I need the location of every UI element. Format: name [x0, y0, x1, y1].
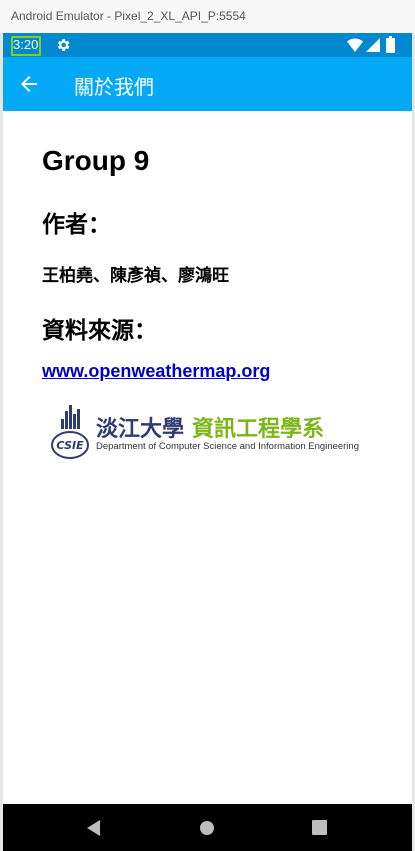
debug-overlay-badge — [11, 36, 41, 56]
source-label: 資料來源： — [42, 318, 157, 344]
nav-recents-icon[interactable] — [312, 820, 327, 835]
logo-english-name: Department of Computer Science and Infor… — [96, 441, 359, 452]
authors-names: 王柏堯、陳彥禎、廖鴻旺 — [42, 266, 229, 286]
arrow-left-icon[interactable] — [17, 72, 41, 96]
logo-mark-text: CSIE — [56, 439, 84, 452]
phone-screen: 3:20 關於我們 Group 9 作者： 王柏堯、陳彥禎、廖鴻旺 資料來源： … — [3, 33, 412, 851]
wifi-icon — [347, 38, 363, 52]
logo-university-name: 淡江大學 — [96, 417, 185, 442]
authors-label: 作者： — [42, 212, 111, 238]
status-bar: 3:20 — [3, 33, 412, 57]
nav-home-icon[interactable] — [199, 820, 215, 836]
nav-back-icon[interactable] — [85, 819, 103, 837]
status-time: 3:20 — [13, 37, 39, 52]
signal-icon — [366, 38, 380, 52]
logo-chinese-name: 淡江大學 資訊工程學系 — [96, 411, 324, 443]
source-link[interactable]: www.openweathermap.org — [42, 361, 271, 381]
department-logo: CSIE 淡江大學 資訊工程學系 Department of Computer S… — [48, 405, 378, 465]
battery-icon — [386, 36, 395, 53]
page-title: 關於我們 — [74, 75, 154, 99]
emulator-frame-left — [0, 33, 3, 851]
app-bar: 關於我們 — [3, 57, 412, 111]
emulator-window-title: Android Emulator - Pixel_2_XL_API_P:5554 — [0, 0, 415, 33]
gear-icon — [57, 39, 70, 51]
group-heading: Group 9 — [42, 145, 150, 176]
system-nav-bar — [3, 804, 412, 851]
emulator-frame-right — [412, 33, 415, 851]
logo-department-name: 資訊工程學系 — [192, 417, 325, 442]
csie-logo-mark: CSIE — [51, 405, 89, 459]
